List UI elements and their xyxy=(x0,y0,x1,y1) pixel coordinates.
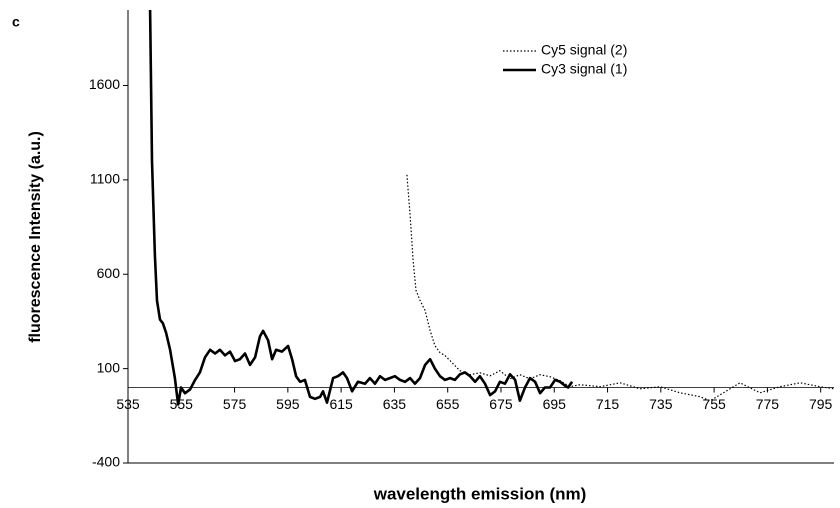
legend-label: Cy5 signal (2) xyxy=(541,42,627,58)
y-tick-label: 1100 xyxy=(90,171,120,187)
x-tick-label: 595 xyxy=(276,396,300,412)
x-tick-label: 795 xyxy=(809,396,833,412)
x-tick-label: 735 xyxy=(649,396,673,412)
x-tick-label: 715 xyxy=(596,396,620,412)
series-line xyxy=(148,10,574,406)
x-tick-label: 655 xyxy=(436,396,460,412)
y-tick-label: 600 xyxy=(97,265,121,281)
legend-label: Cy3 signal (1) xyxy=(541,61,627,77)
panel-label: c xyxy=(12,14,20,30)
x-tick-label: 555 xyxy=(170,396,194,412)
series-line xyxy=(406,174,834,402)
x-tick-label: 635 xyxy=(383,396,407,412)
x-axis-title: wavelength emission (nm) xyxy=(373,484,587,503)
y-tick-label: 100 xyxy=(97,359,121,375)
x-tick-label: 775 xyxy=(756,396,780,412)
x-tick-label: 575 xyxy=(223,396,247,412)
x-tick-label: 675 xyxy=(489,396,513,412)
x-tick-label: 615 xyxy=(329,396,353,412)
y-tick-label: -400 xyxy=(92,454,120,470)
x-tick-label: 695 xyxy=(543,396,567,412)
y-axis-title: fluorescence Intensity (a.u.) xyxy=(27,131,44,343)
y-tick-label: 1600 xyxy=(89,76,120,92)
x-tick-label: 535 xyxy=(116,396,140,412)
